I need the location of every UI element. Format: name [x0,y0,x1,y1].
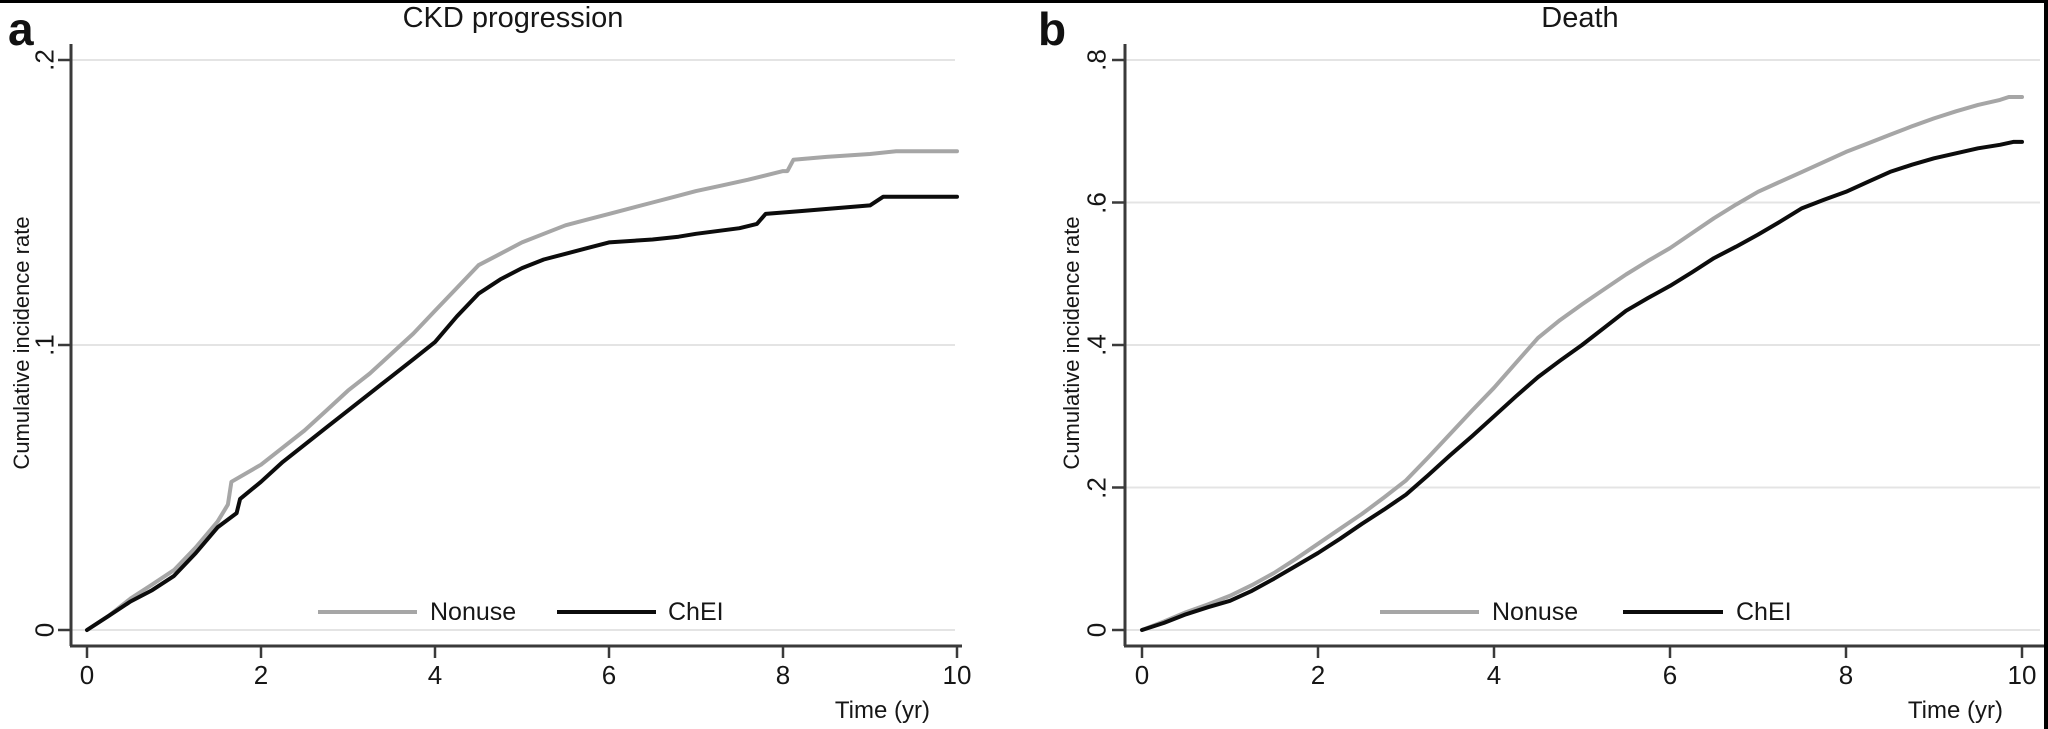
panel-b-x-tick-label: 8 [1838,660,1854,690]
panel-a-title: CKD progression [402,2,624,34]
panel-a-legend-chei-line [557,610,656,614]
panel-b-y-tick-label: .2 [1081,476,1112,499]
panel-a-y-tick-label: 0 [29,622,60,638]
panel-b-x-tick-label: 6 [1662,660,1678,690]
panel-b-legend-chei-line [1623,610,1723,614]
panel-b-x-tick-label: 0 [1134,660,1150,690]
panel-a-x-tick-label: 8 [775,660,791,690]
panel-a-y-tick-label: .2 [29,49,60,71]
panel-b-x-tick-label: 4 [1486,660,1502,690]
panel-b-y-tick-label: .4 [1081,334,1112,356]
figure-border-top [0,0,2048,3]
panel-b-x-tick-label: 2 [1310,660,1326,690]
panel-a-x-tick-label: 2 [253,660,269,690]
panel-a-x-tick-label: 6 [601,660,617,690]
panel-a-legend-chei-label: ChEI [668,598,724,626]
panel-b-legend-nonuse-label: Nonuse [1492,598,1579,626]
panel-b-x-axis-label: Time (yr) [1907,697,2003,724]
panel-a-curve-nonuse [85,149,959,632]
panel-a-curve-chei [85,194,959,632]
panel-a-legend-nonuse-line [318,610,417,614]
panel-a-x-axis-label: Time (yr) [834,697,930,724]
panel-a-legend-nonuse-label: Nonuse [430,598,517,626]
panel-b-legend-nonuse-line [1380,610,1479,614]
panel-a-x-tick-label: 4 [427,660,443,690]
panel-a-letter: a [8,3,34,55]
figure-border-right [2044,0,2048,729]
panel-a-x-tick-label: 10 [942,660,972,690]
panel-a-y-tick-label: .1 [29,334,60,356]
panel-b-legend-chei-label: ChEI [1736,598,1792,626]
panel-b-y-tick-label: 0 [1081,622,1112,638]
panel-b-title: Death [1541,2,1619,34]
panel-a-x-tick-label: 0 [79,660,95,690]
panel-b-curve-chei [1140,139,2024,632]
panel-b-y-tick-label: .8 [1081,49,1112,71]
panel-b-curve-nonuse [1140,95,2024,632]
panel-b-x-tick-label: 10 [2007,660,2037,690]
panel-b-letter: b [1038,3,1067,55]
panel-b-y-tick-label: .6 [1081,191,1112,214]
